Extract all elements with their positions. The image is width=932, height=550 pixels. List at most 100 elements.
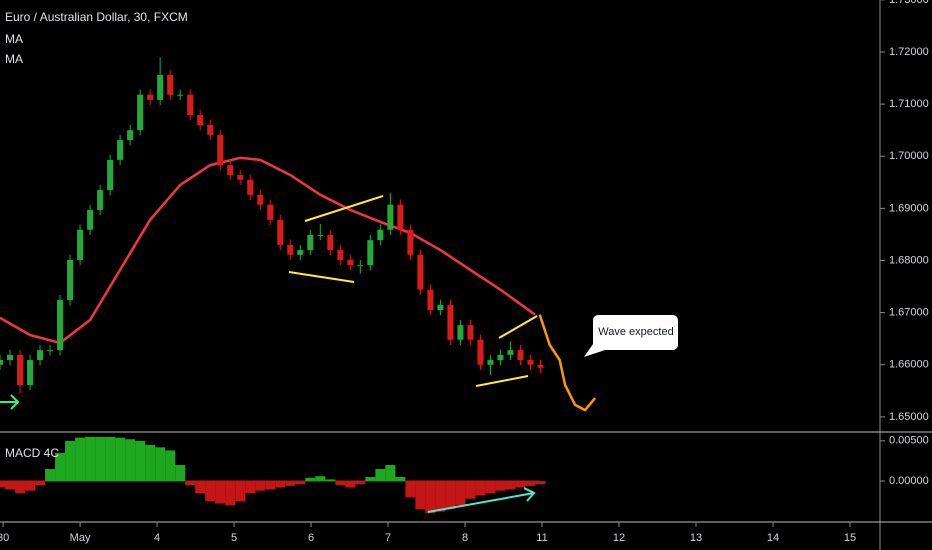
histogram-bar <box>5 481 16 490</box>
histogram-bar <box>425 481 436 514</box>
histogram-bar <box>395 477 406 482</box>
y-tick-label: 1.65000 <box>889 411 929 423</box>
callout: Wave expected <box>584 315 678 357</box>
candle-body <box>87 209 94 230</box>
candle-body <box>297 250 304 255</box>
histogram-bar <box>345 481 356 488</box>
trend-line <box>304 195 384 222</box>
candle-body <box>537 364 544 368</box>
candle-body <box>447 304 454 340</box>
candle-body <box>137 94 144 131</box>
histogram-bar <box>235 481 246 502</box>
histogram-bar <box>65 440 76 482</box>
candle-body <box>197 115 204 125</box>
candle-body <box>287 244 294 255</box>
x-tick-label: 7 <box>385 532 391 544</box>
plot-layer <box>0 57 597 514</box>
candle-body <box>127 130 134 141</box>
y-tick-label: 1.66000 <box>889 359 929 371</box>
histogram-bar <box>315 476 326 482</box>
candle-body <box>237 174 244 180</box>
histogram-bar <box>495 481 506 491</box>
x-tick-label: 15 <box>844 532 856 544</box>
x-tick-label: 30 <box>0 532 9 544</box>
candle-body <box>57 300 64 351</box>
candle-body <box>497 354 504 361</box>
histogram-bar <box>515 481 526 488</box>
histogram-bar <box>355 481 366 485</box>
candle-body <box>307 234 314 251</box>
candle-body <box>207 124 214 135</box>
x-tick-label: 11 <box>536 532 547 544</box>
arrow-head <box>523 487 536 502</box>
candle-body <box>407 229 414 255</box>
histogram-bar <box>35 481 46 486</box>
histogram-bar <box>105 436 116 482</box>
indicator-label: MA <box>5 32 23 46</box>
candle-body <box>257 194 264 205</box>
candle-body <box>377 229 384 241</box>
candle-body <box>47 350 54 352</box>
candle-body <box>247 179 254 195</box>
candle-body <box>327 234 334 251</box>
histogram-bar <box>165 450 176 482</box>
trend-line <box>288 271 355 283</box>
callout-box <box>584 315 678 357</box>
histogram-bar <box>225 481 236 506</box>
candle-body <box>507 350 514 355</box>
candle-body <box>187 94 194 116</box>
histogram-bar <box>55 452 66 482</box>
histogram-bar <box>285 481 296 486</box>
y-tick-label: 1.69000 <box>889 202 929 214</box>
candle-body <box>107 159 114 191</box>
indicator-label: MA <box>5 52 23 66</box>
candle-body <box>7 354 14 361</box>
candle-body <box>67 259 74 301</box>
histogram-bar <box>75 437 86 482</box>
histogram-bar <box>435 481 446 512</box>
histogram-bar <box>505 481 516 490</box>
histogram-bar <box>525 481 536 486</box>
histogram-bar <box>475 481 486 496</box>
candle-body <box>367 240 374 266</box>
x-tick-label: 13 <box>690 532 702 544</box>
x-tick-label: 14 <box>767 532 779 544</box>
trend-line <box>475 375 529 387</box>
histogram-bar <box>375 468 386 482</box>
candle-body <box>17 354 24 386</box>
trend-line <box>498 315 538 339</box>
candle-body <box>457 325 464 340</box>
candle-body <box>177 94 184 96</box>
candle-body <box>37 350 44 361</box>
histogram-bar <box>265 481 276 490</box>
candle-body <box>437 304 444 311</box>
macd-title: MACD 4C <box>5 446 59 460</box>
x-tick-label: 8 <box>462 532 468 544</box>
y-tick-label: 1.67000 <box>889 307 929 319</box>
candle-body <box>387 204 394 230</box>
histogram-bar <box>295 481 306 485</box>
histogram-bar <box>305 477 316 482</box>
histogram-bar <box>455 481 466 506</box>
histogram-bar <box>465 481 476 499</box>
histogram-bar <box>215 481 226 504</box>
y-tick-label: 1.70000 <box>889 150 929 162</box>
histogram-bar <box>245 481 256 494</box>
histogram-bar <box>255 481 266 491</box>
callout-text: Wave expected <box>598 326 673 338</box>
candle-body <box>337 250 344 260</box>
candle-body <box>97 190 104 210</box>
x-tick-label: 6 <box>308 532 314 544</box>
y-tick-label: 1.68000 <box>889 254 929 266</box>
histogram-bar <box>405 481 416 498</box>
histogram-bar <box>85 436 96 482</box>
y-tick-label: 0.00500 <box>889 435 929 447</box>
x-tick-label: 12 <box>613 532 625 544</box>
trend-lines <box>288 195 538 387</box>
arrow-head <box>10 394 20 410</box>
candle-body <box>517 350 524 361</box>
y-tick-label: 1.71000 <box>889 98 929 110</box>
moving-average <box>0 156 536 345</box>
histogram-bar <box>135 440 146 482</box>
